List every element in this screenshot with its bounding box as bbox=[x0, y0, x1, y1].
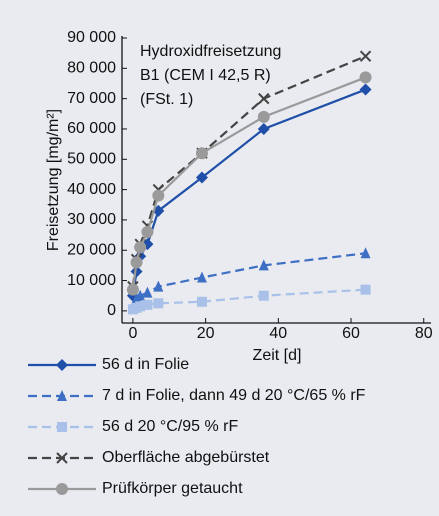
y-tick-label: 50 000 bbox=[67, 150, 116, 167]
annotation: (FSt. 1) bbox=[140, 91, 193, 108]
legend-label: 7 d in Folie, dann 49 d 20 °C/65 % rF bbox=[102, 387, 366, 404]
y-tick-label: 60 000 bbox=[67, 120, 116, 137]
data-point bbox=[359, 71, 372, 84]
data-point bbox=[126, 283, 139, 296]
data-point bbox=[196, 271, 207, 283]
legend-marker bbox=[56, 359, 68, 371]
data-point bbox=[195, 171, 208, 184]
data-point bbox=[359, 83, 372, 96]
legend-marker bbox=[56, 452, 68, 464]
y-tick-label: 80 000 bbox=[67, 60, 116, 77]
data-point bbox=[153, 280, 164, 292]
data-point bbox=[258, 92, 270, 105]
x-tick-label: 80 bbox=[415, 325, 433, 342]
y-tick-label: 70 000 bbox=[67, 90, 116, 107]
data-point bbox=[135, 301, 146, 312]
x-tick-label: 60 bbox=[342, 325, 360, 342]
data-point bbox=[196, 296, 207, 307]
data-point bbox=[359, 50, 372, 62]
legend-label: Prüfkörper getaucht bbox=[102, 480, 243, 497]
data-point bbox=[152, 189, 165, 202]
y-tick-label: 20 000 bbox=[67, 241, 116, 258]
annotation: B1 (CEM I 42,5 R) bbox=[140, 67, 271, 84]
y-axis-label: Freisetzung [mg/m²] bbox=[45, 109, 62, 251]
data-point bbox=[360, 247, 371, 259]
data-point bbox=[141, 226, 154, 239]
annotation: Hydroxidfreisetzung bbox=[140, 43, 281, 60]
series-line bbox=[131, 252, 366, 307]
x-tick-label: 0 bbox=[128, 325, 137, 342]
data-point bbox=[360, 284, 371, 295]
legend-marker bbox=[56, 483, 68, 495]
data-point bbox=[195, 147, 208, 160]
data-point bbox=[142, 299, 153, 310]
y-tick-label: 90 000 bbox=[67, 29, 116, 46]
data-point bbox=[142, 286, 153, 298]
data-point bbox=[134, 241, 147, 254]
y-tick-label: 0 bbox=[107, 302, 116, 319]
y-tick-label: 30 000 bbox=[67, 211, 116, 228]
y-tick-label: 40 000 bbox=[67, 181, 116, 198]
legend-marker bbox=[57, 422, 67, 432]
x-tick-label: 20 bbox=[197, 325, 215, 342]
x-axis-label: Zeit [d] bbox=[253, 347, 302, 364]
data-point bbox=[258, 259, 269, 271]
data-point bbox=[257, 122, 270, 135]
data-point bbox=[258, 290, 269, 301]
y-tick-label: 10 000 bbox=[67, 272, 116, 289]
legend-marker bbox=[57, 390, 67, 401]
data-point bbox=[130, 256, 143, 269]
data-point bbox=[135, 289, 146, 301]
legend-label: 56 d in Folie bbox=[102, 356, 189, 373]
data-point bbox=[153, 298, 164, 309]
data-point bbox=[257, 110, 270, 123]
legend-label: 56 d 20 °C/95 % rF bbox=[102, 418, 238, 435]
data-point bbox=[130, 265, 143, 278]
x-tick-label: 40 bbox=[269, 325, 287, 342]
legend-label: Oberfläche abgebürstet bbox=[102, 449, 270, 466]
